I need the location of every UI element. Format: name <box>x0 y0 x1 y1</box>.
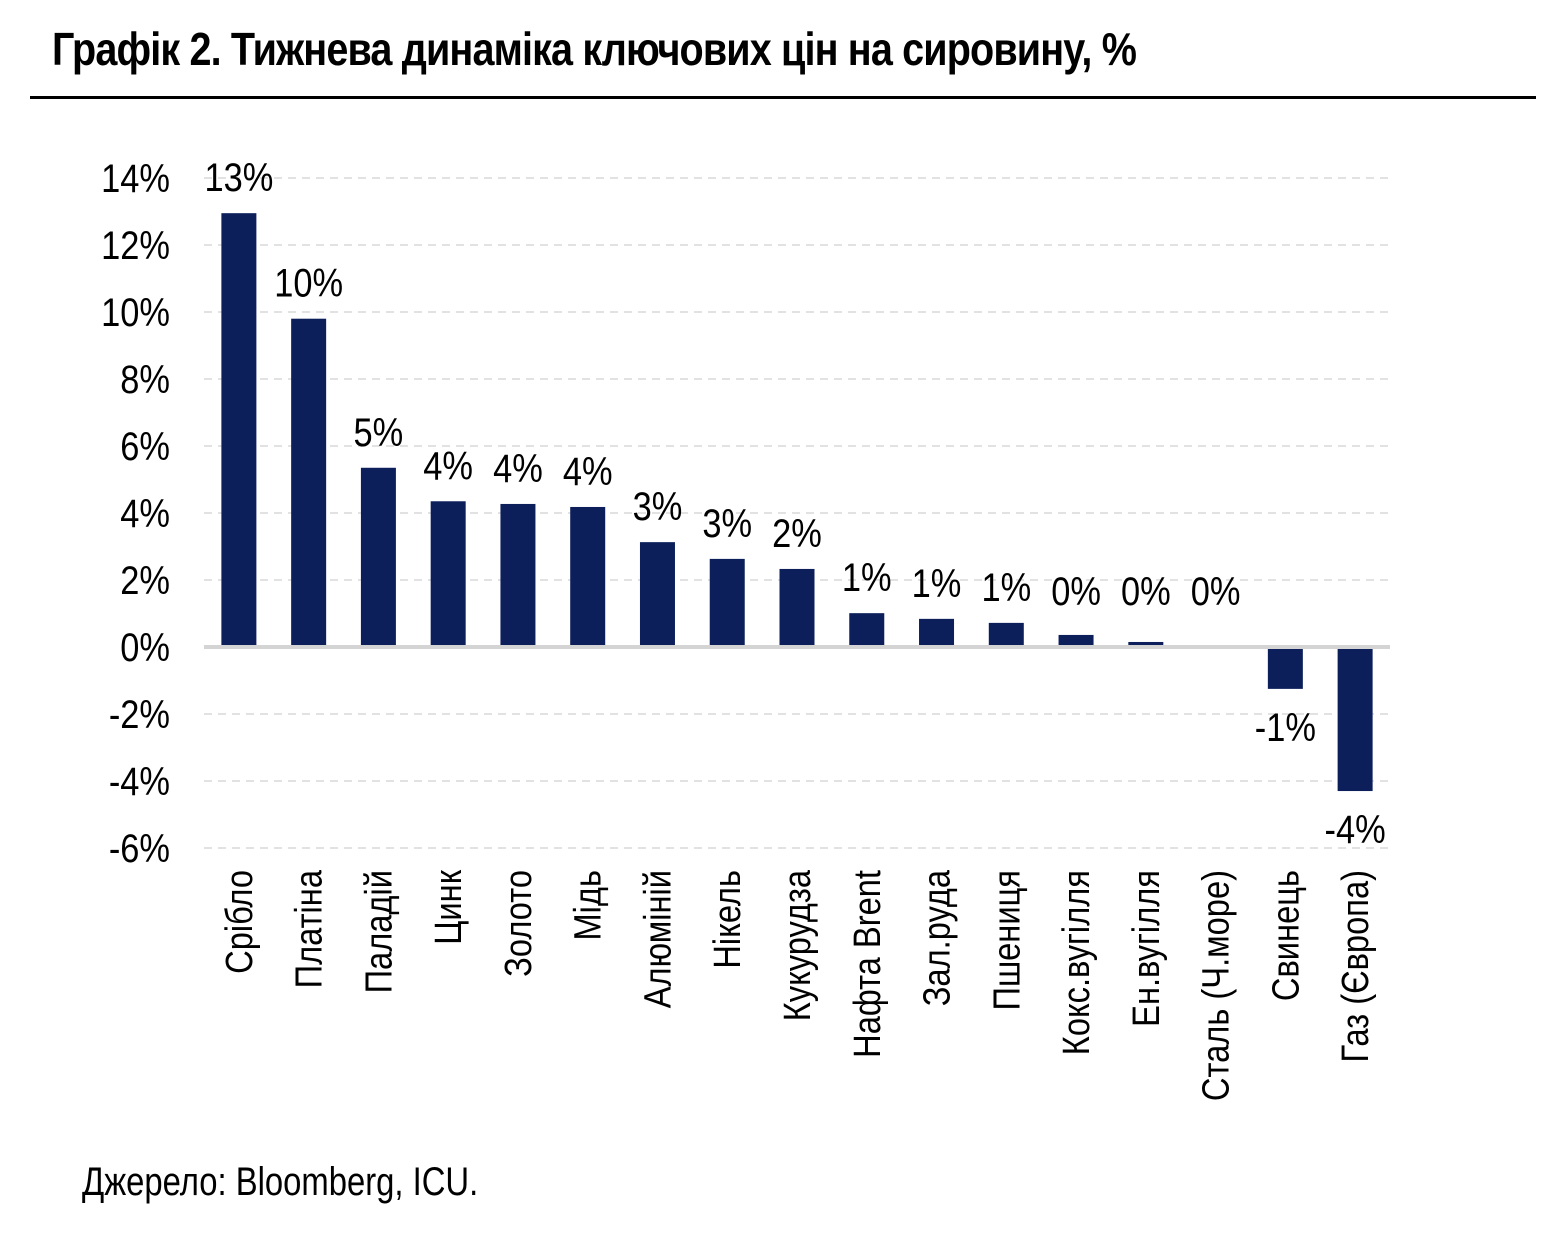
x-category-label: Паладій <box>357 870 400 993</box>
bar <box>1267 647 1303 689</box>
x-category-label: Алюміній <box>636 870 679 1008</box>
y-tick-label: -2% <box>109 692 170 737</box>
y-tick-label: 12% <box>101 223 170 268</box>
y-tick-label: 8% <box>120 357 170 402</box>
data-label: -1% <box>1255 704 1316 749</box>
bar <box>291 318 327 647</box>
y-tick-label: 10% <box>101 290 170 335</box>
bar <box>1058 634 1094 647</box>
data-label: 1% <box>842 555 892 600</box>
data-label: 4% <box>423 443 473 488</box>
bar <box>779 568 815 647</box>
data-label: 3% <box>633 484 683 529</box>
bar <box>1128 641 1164 647</box>
title-divider <box>30 96 1536 99</box>
bar <box>919 618 955 647</box>
x-category-label: Срібло <box>218 870 261 974</box>
x-category-label: Зал.руда <box>915 870 958 1007</box>
data-label: -4% <box>1325 807 1386 852</box>
data-label: 4% <box>493 445 543 490</box>
x-category-label: Нафта Brent <box>845 870 888 1058</box>
data-labels: 13% 10% 5% 4% 4% 4% 3% 3% 2% 1% 1% 1% 0% 0% 0% -1% -4% <box>204 155 1385 852</box>
y-tick-label: 2% <box>120 558 170 603</box>
x-category-label: Мідь <box>566 870 609 941</box>
x-category-label: Пшениця <box>985 870 1028 1011</box>
x-category-label: Золото <box>497 870 540 977</box>
x-axis-categories: Срібло Платіна Паладій Цинк Золото Мідь Алюмін… <box>218 870 1377 1102</box>
data-label: 13% <box>204 155 273 200</box>
y-axis-ticks: 14% 12% 10% 8% 6% 4% 2% 0% -2% -4% -6% <box>101 156 170 871</box>
bar <box>570 506 606 647</box>
data-label: 5% <box>354 409 404 454</box>
y-tick-label: -4% <box>109 759 170 804</box>
bars <box>221 213 1373 792</box>
data-label: 1% <box>981 564 1031 609</box>
bar <box>500 503 536 647</box>
x-category-label: Ен.вугілля <box>1125 870 1168 1027</box>
data-label: 0% <box>1121 569 1171 614</box>
x-category-label: Платіна <box>287 870 330 989</box>
source-note: Джерело: Bloomberg, ICU. <box>82 1160 479 1204</box>
bar <box>709 558 745 647</box>
x-category-label: Нікель <box>706 870 749 969</box>
y-tick-label: 14% <box>101 156 170 201</box>
data-label: 4% <box>563 449 613 494</box>
bar-chart: 14% 12% 10% 8% 6% 4% 2% 0% -2% -4% -6% 13% 10% 5% 4% 4… <box>101 155 1390 1102</box>
bar <box>430 501 466 647</box>
data-label: 10% <box>274 260 343 305</box>
x-category-label: Сталь (Ч.море) <box>1194 870 1237 1101</box>
x-category-label: Свинець <box>1264 870 1307 1001</box>
chart-title: Графік 2. Тижнева динаміка ключових цін … <box>52 23 1137 75</box>
data-label: 0% <box>1051 569 1101 614</box>
bar <box>221 213 257 648</box>
bar <box>1337 647 1373 792</box>
data-label: 2% <box>772 510 822 555</box>
x-category-label: Кокс.вугілля <box>1055 870 1098 1055</box>
data-label: 3% <box>702 500 752 545</box>
y-tick-label: -6% <box>109 826 170 871</box>
x-category-label: Газ (Європа) <box>1334 870 1377 1062</box>
y-tick-label: 4% <box>120 491 170 536</box>
bar <box>849 613 885 647</box>
data-label: 1% <box>912 560 962 605</box>
y-tick-label: 0% <box>120 625 170 670</box>
data-label: 0% <box>1191 569 1241 614</box>
x-category-label: Цинк <box>427 870 470 945</box>
x-category-label: Кукурудза <box>776 870 819 1022</box>
bar <box>639 542 675 647</box>
bar <box>988 622 1024 647</box>
bar <box>360 467 396 647</box>
y-tick-label: 6% <box>120 424 170 469</box>
